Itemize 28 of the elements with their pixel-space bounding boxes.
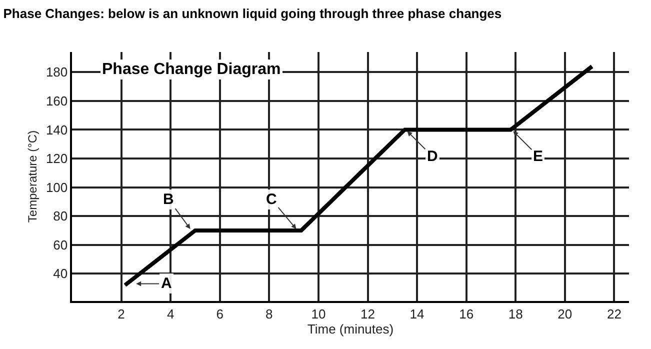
x-tick-label: 20 xyxy=(558,306,572,322)
x-axis-title: Time (minutes) xyxy=(307,321,394,336)
x-tick-label: 4 xyxy=(166,306,174,322)
text: Phase Change Diagram xyxy=(102,61,281,78)
x-tick-label: 10 xyxy=(311,306,326,322)
y-tick-label: 80 xyxy=(53,208,68,224)
annotation: D xyxy=(427,148,438,165)
y-tick-label: 140 xyxy=(46,122,68,138)
annotation: A xyxy=(161,275,172,292)
y-tick-label: 40 xyxy=(53,266,68,282)
chart-title: Phase Changes: below is an unknown liquid going through three phase changes xyxy=(3,6,502,21)
x-tick-label: 12 xyxy=(360,306,375,322)
y-axis-title: Temperature (°C) xyxy=(26,130,40,223)
y-tick-label: 120 xyxy=(46,151,68,166)
x-tick-label: 6 xyxy=(216,306,224,322)
annotation: E xyxy=(533,148,544,165)
y-tick-label: 160 xyxy=(46,93,68,108)
y-tick-label: 60 xyxy=(53,237,68,252)
annotation: B xyxy=(163,191,174,208)
x-tick-label: 2 xyxy=(118,306,125,322)
annotation: C xyxy=(266,191,277,208)
x-tick-label: 14 xyxy=(410,306,424,322)
x-tick-label: 18 xyxy=(508,306,523,322)
x-tick-label: 8 xyxy=(266,306,273,322)
y-tick-label: 180 xyxy=(46,64,68,80)
x-tick-label: 16 xyxy=(459,306,474,322)
y-tick-label: 100 xyxy=(46,180,68,195)
x-tick-label: 22 xyxy=(606,306,622,322)
